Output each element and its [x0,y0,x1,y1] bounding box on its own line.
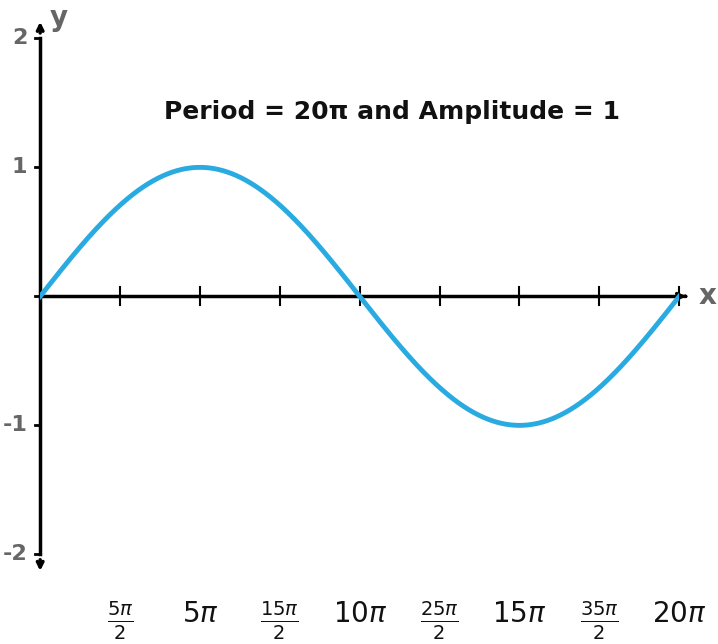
Text: y: y [50,4,68,32]
Text: Period = 20π and Amplitude = 1: Period = 20π and Amplitude = 1 [164,100,620,124]
Text: $\frac{15\pi}{2}$: $\frac{15\pi}{2}$ [261,600,299,641]
Text: $\frac{35\pi}{2}$: $\frac{35\pi}{2}$ [580,600,619,641]
Text: $\frac{5\pi}{2}$: $\frac{5\pi}{2}$ [107,600,134,641]
Text: -1: -1 [3,415,27,435]
Text: 2: 2 [12,28,27,48]
Text: $10\pi$: $10\pi$ [332,600,387,627]
Text: $20\pi$: $20\pi$ [652,600,707,627]
Text: x: x [699,282,717,310]
Text: 1: 1 [12,157,27,177]
Text: $\frac{25\pi}{2}$: $\frac{25\pi}{2}$ [420,600,459,641]
Text: -2: -2 [3,544,27,564]
Text: $15\pi$: $15\pi$ [493,600,546,627]
Text: $5\pi$: $5\pi$ [182,600,218,627]
